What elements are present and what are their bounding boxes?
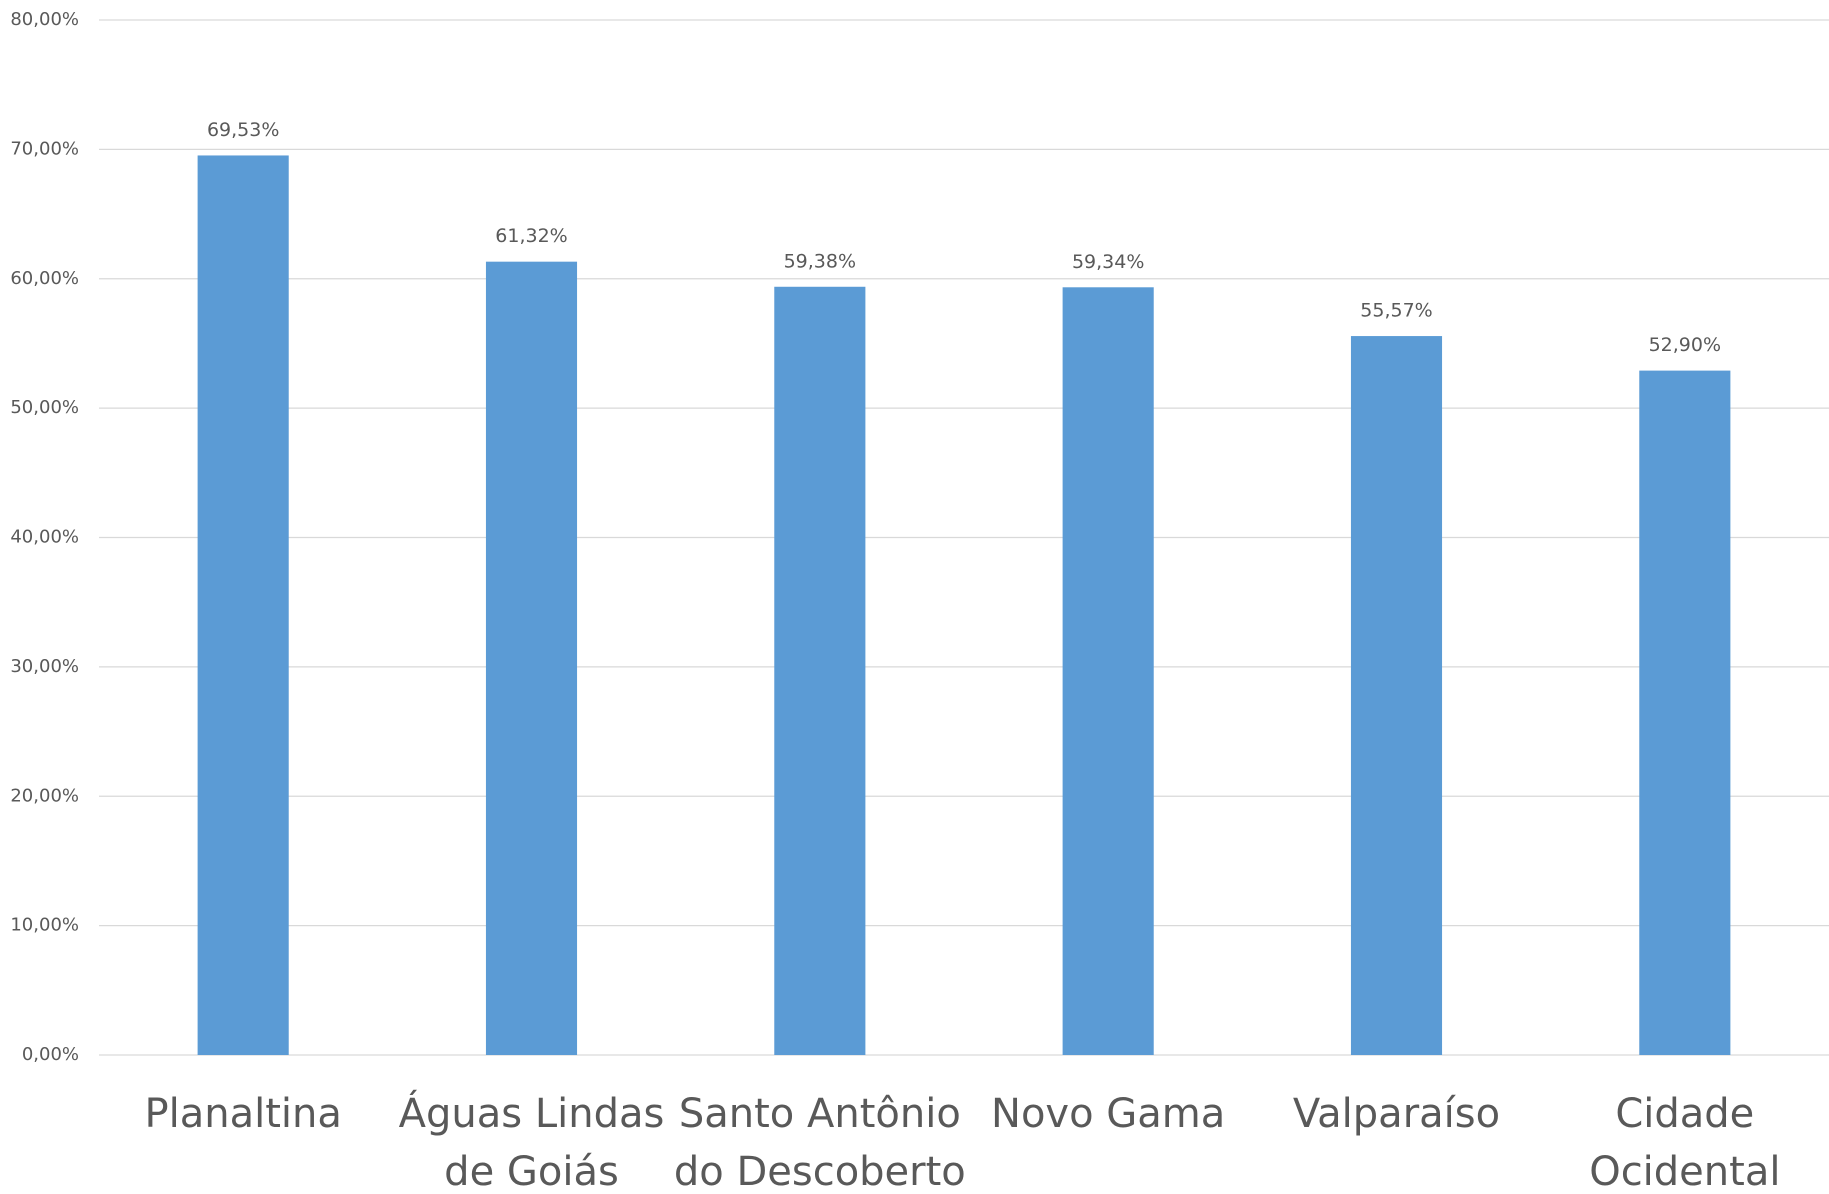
y-tick-label: 80,00%	[10, 9, 79, 30]
x-tick-label: Novo Gama	[991, 1091, 1225, 1137]
y-tick-label: 50,00%	[10, 397, 79, 418]
x-tick-label: Santo Antônio do Descoberto	[674, 1091, 966, 1194]
bar	[1350, 336, 1443, 1055]
bar	[485, 261, 578, 1055]
bar	[774, 286, 866, 1055]
y-tick-label: 70,00%	[10, 138, 79, 159]
bar	[1639, 370, 1731, 1055]
bar	[1062, 287, 1154, 1055]
x-tick-label: Águas Lindas de Goiás	[399, 1089, 665, 1194]
x-tick-label: Planaltina	[144, 1091, 341, 1137]
y-tick-label: 20,00%	[10, 785, 79, 806]
data-label: 59,34%	[1072, 251, 1144, 273]
data-label: 69,53%	[207, 119, 279, 141]
data-label: 59,38%	[784, 250, 856, 272]
x-tick-label: Cidade Ocidental	[1589, 1091, 1780, 1194]
y-tick-label: 60,00%	[10, 268, 79, 289]
data-label: 61,32%	[495, 225, 567, 247]
x-tick-label: Valparaíso	[1293, 1091, 1500, 1137]
y-tick-label: 30,00%	[10, 656, 79, 677]
bar	[197, 155, 289, 1055]
data-label: 52,90%	[1649, 334, 1721, 356]
y-tick-label: 0,00%	[22, 1044, 79, 1065]
y-tick-label: 10,00%	[10, 915, 79, 936]
data-label: 55,57%	[1360, 300, 1432, 322]
y-tick-label: 40,00%	[10, 527, 79, 548]
